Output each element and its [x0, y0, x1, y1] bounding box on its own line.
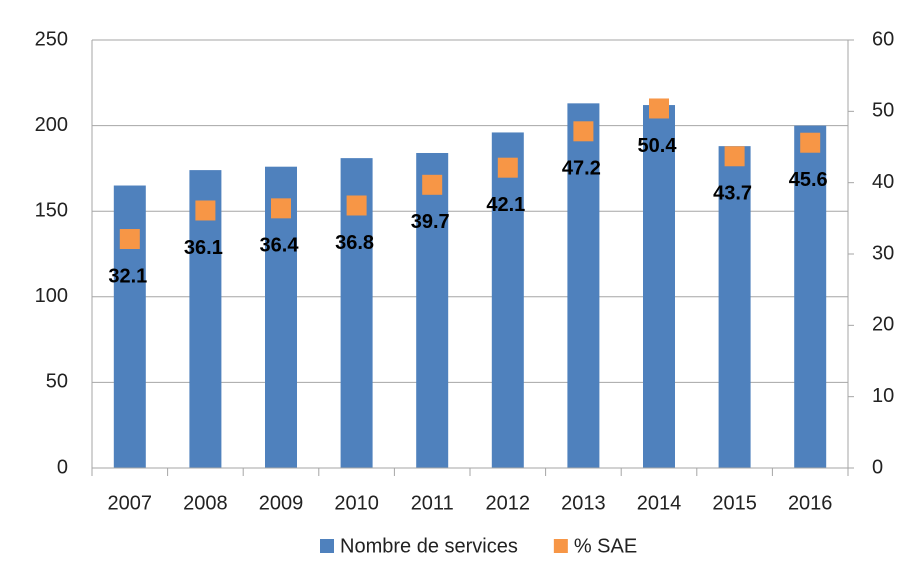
legend-swatch: [320, 539, 334, 553]
x-tick-label: 2007: [108, 492, 153, 514]
x-tick-label: 2015: [712, 492, 757, 514]
legend-label: Nombre de services: [340, 535, 518, 557]
x-tick-label: 2010: [334, 492, 379, 514]
marker: [649, 98, 669, 119]
bar: [794, 125, 827, 468]
legend-swatch: [553, 539, 568, 553]
x-tick-label: 2013: [561, 492, 606, 514]
y-tick-label: 150: [35, 199, 68, 221]
data-label: 42.1: [486, 194, 525, 216]
marker: [573, 121, 594, 142]
marker: [119, 229, 140, 250]
y2-tick-label: 40: [872, 171, 894, 193]
x-tick-label: 2014: [637, 492, 682, 514]
y-tick-label: 0: [57, 456, 68, 478]
y2-tick-label: 60: [872, 28, 894, 50]
y-tick-label: 250: [35, 28, 68, 50]
data-label: 39.7: [411, 211, 450, 233]
marker: [422, 174, 443, 195]
data-label: 47.2: [562, 158, 601, 180]
y2-tick-label: 0: [872, 456, 883, 478]
y2-tick-label: 30: [872, 242, 894, 264]
x-tick-label: 2009: [259, 492, 304, 514]
legend-label: % SAE: [574, 535, 637, 557]
x-tick-label: 2011: [411, 492, 454, 514]
data-label: 32.1: [108, 265, 147, 287]
data-label: 50.4: [638, 135, 678, 157]
y-tick-label: 100: [35, 285, 68, 307]
bar: [491, 132, 524, 468]
data-label: 36.1: [184, 237, 223, 259]
bar: [567, 103, 600, 469]
data-label: 43.7: [713, 183, 752, 205]
bar: [643, 105, 675, 468]
x-tick-label: 2012: [486, 492, 531, 514]
marker: [346, 195, 367, 216]
y-tick-label: 200: [35, 114, 68, 136]
data-label: 36.8: [335, 232, 374, 254]
bar: [718, 146, 751, 469]
bar: [113, 185, 146, 468]
marker: [195, 200, 216, 221]
x-tick-label: 2016: [788, 492, 833, 514]
x-tick-label: 2008: [183, 492, 228, 514]
marker: [271, 198, 291, 219]
y2-tick-label: 50: [872, 100, 894, 122]
data-label: 45.6: [789, 169, 828, 191]
marker: [724, 146, 745, 167]
y-tick-label: 50: [46, 371, 68, 393]
y2-tick-label: 10: [872, 385, 894, 407]
marker: [800, 132, 821, 153]
y2-tick-label: 20: [872, 314, 894, 336]
bar: [416, 152, 449, 468]
marker: [497, 157, 518, 178]
data-label: 36.4: [260, 235, 300, 257]
